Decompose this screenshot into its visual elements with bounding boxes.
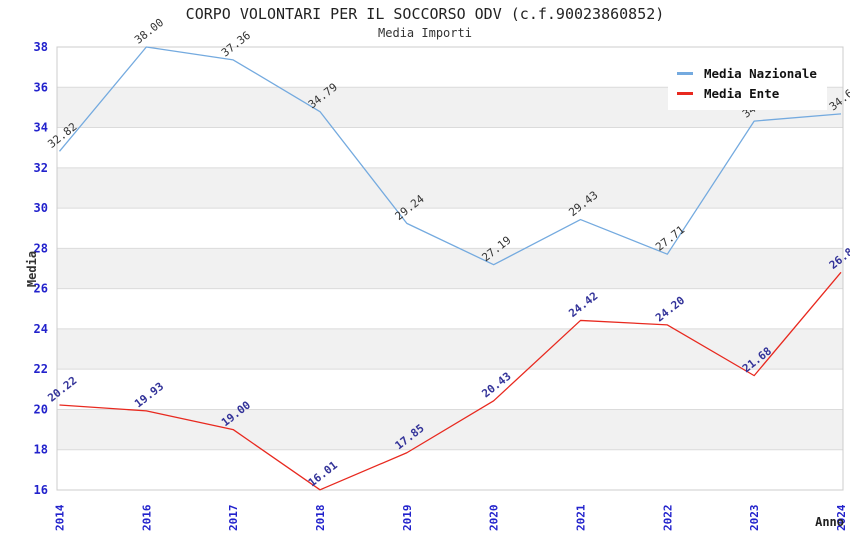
point-label: 20.22 [45,374,79,405]
y-tick-label: 30 [34,201,48,215]
point-label: 20.43 [479,370,513,401]
y-tick-label: 18 [34,443,48,457]
series-line-media-nazionale [59,46,842,266]
grid-band [57,409,843,450]
plot-border [56,46,844,491]
x-tick-label: 2018 [314,505,327,532]
y-tick-label: 24 [34,322,48,336]
chart-title: CORPO VOLONTARI PER IL SOCCORSO ODV (c.f… [185,5,665,23]
x-tick-label: 2023 [748,505,761,532]
x-axis-title: Anno [815,515,844,529]
legend-item-media-ente: Media Ente [677,83,827,103]
series-line-media-ente [59,271,842,491]
x-tick-label: 2022 [661,505,674,532]
legend-item-media-nazionale: Media Nazionale [677,63,827,83]
y-tick-label: 34 [34,121,48,135]
point-label: 37.36 [219,29,253,60]
y-axis-title: Media [25,250,40,288]
y-tick-label: 38 [34,40,48,54]
y-tick-label: 28 [34,241,48,255]
y-tick-label: 36 [34,80,48,94]
point-label: 16.01 [306,458,340,489]
point-label: 19.93 [132,380,166,411]
legend-label-media-ente: Media Ente [704,85,780,101]
chart-subtitle: Media Importi [378,26,472,40]
x-tick-label: 2014 [54,504,67,531]
y-tick-label: 32 [34,161,48,175]
point-label: 24.20 [653,294,687,325]
legend-label-media-nazionale: Media Nazionale [704,65,817,81]
y-tick-label: 16 [34,483,48,497]
legend-swatch-media-ente [677,91,693,95]
x-tick-label: 2019 [401,505,414,532]
point-label: 38.00 [132,16,166,47]
x-tick-label: 2021 [575,504,588,531]
legend: Media Nazionale Media Ente [668,56,827,110]
point-label: 24.42 [566,289,600,320]
x-tick-label: 2016 [140,504,153,531]
legend-swatch-media-nazionale [677,71,693,75]
x-tick-label: 2017 [227,505,240,532]
grid-band [57,328,843,370]
y-tick-label: 20 [34,402,48,416]
grid-band [57,248,843,289]
x-tick-label: 2024 [835,504,848,531]
grid-band [57,167,843,209]
y-tick-label: 22 [34,362,48,376]
x-tick-label: 2020 [488,505,501,531]
y-tick-label: 26 [34,282,48,296]
